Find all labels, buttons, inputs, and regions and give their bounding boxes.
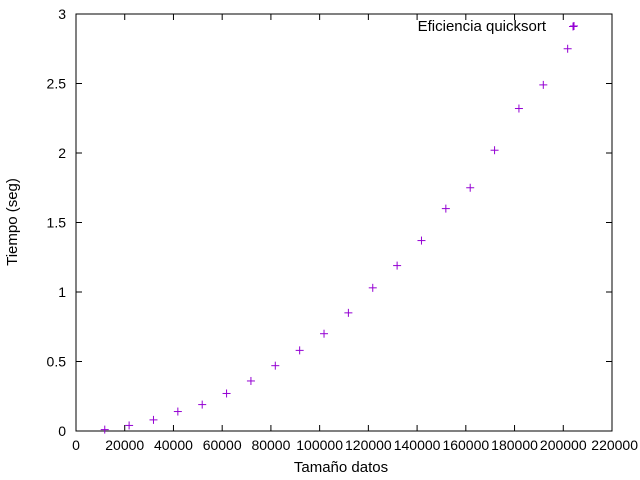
x-tick-label: 20000 [105, 437, 144, 453]
data-point [539, 80, 548, 89]
x-tick-label: 200000 [540, 437, 587, 453]
y-tick-label: 0.5 [47, 354, 67, 370]
x-tick-label: 80000 [251, 437, 290, 453]
data-point [441, 204, 450, 213]
x-tick-label: 60000 [203, 437, 242, 453]
x-tick-label: 180000 [491, 437, 538, 453]
data-points [100, 22, 578, 434]
legend: Eficiencia quicksort [418, 18, 578, 35]
data-point [417, 236, 426, 245]
data-point [271, 361, 280, 370]
data-point [198, 400, 207, 409]
data-point [222, 389, 231, 398]
data-point [173, 407, 182, 416]
data-point [393, 261, 402, 270]
y-tick-label: 0 [58, 423, 66, 439]
y-tick-label: 2 [58, 145, 66, 161]
data-point [368, 283, 377, 292]
x-axis-ticks: 0 20000 40000 60000 80000 100000 120000 140000 1… [72, 14, 638, 453]
data-point [295, 346, 304, 355]
data-point [344, 308, 353, 317]
data-point [490, 146, 499, 155]
y-tick-label: 3 [58, 6, 66, 22]
data-point [125, 421, 134, 430]
x-tick-label: 100000 [296, 437, 343, 453]
legend-marker [570, 22, 578, 30]
data-point [149, 415, 158, 424]
data-point [563, 44, 572, 53]
y-axis-label: Tiempo (seg) [4, 178, 21, 266]
plot-frame [75, 13, 613, 432]
data-point [320, 329, 329, 338]
data-point [466, 183, 475, 192]
y-tick-label: 1 [58, 284, 66, 300]
x-tick-label: 140000 [394, 437, 441, 453]
data-point [569, 22, 578, 31]
x-tick-label: 40000 [154, 437, 193, 453]
x-tick-label: 220000 [591, 437, 638, 453]
y-tick-label: 2.5 [47, 76, 67, 92]
y-tick-label: 1.5 [47, 215, 67, 231]
x-tick-label: 160000 [442, 437, 489, 453]
x-tick-label: 120000 [345, 437, 392, 453]
y-axis-ticks: 0 0.5 1 1.5 2 2.5 3 [47, 6, 612, 439]
legend-label: Eficiencia quicksort [418, 18, 547, 35]
x-axis-label: Tamaño datos [294, 459, 388, 476]
data-point [514, 104, 523, 113]
legend-marker-symbol [570, 22, 578, 30]
data-point [246, 376, 255, 385]
data-point [100, 425, 109, 434]
x-tick-label: 0 [72, 437, 80, 453]
